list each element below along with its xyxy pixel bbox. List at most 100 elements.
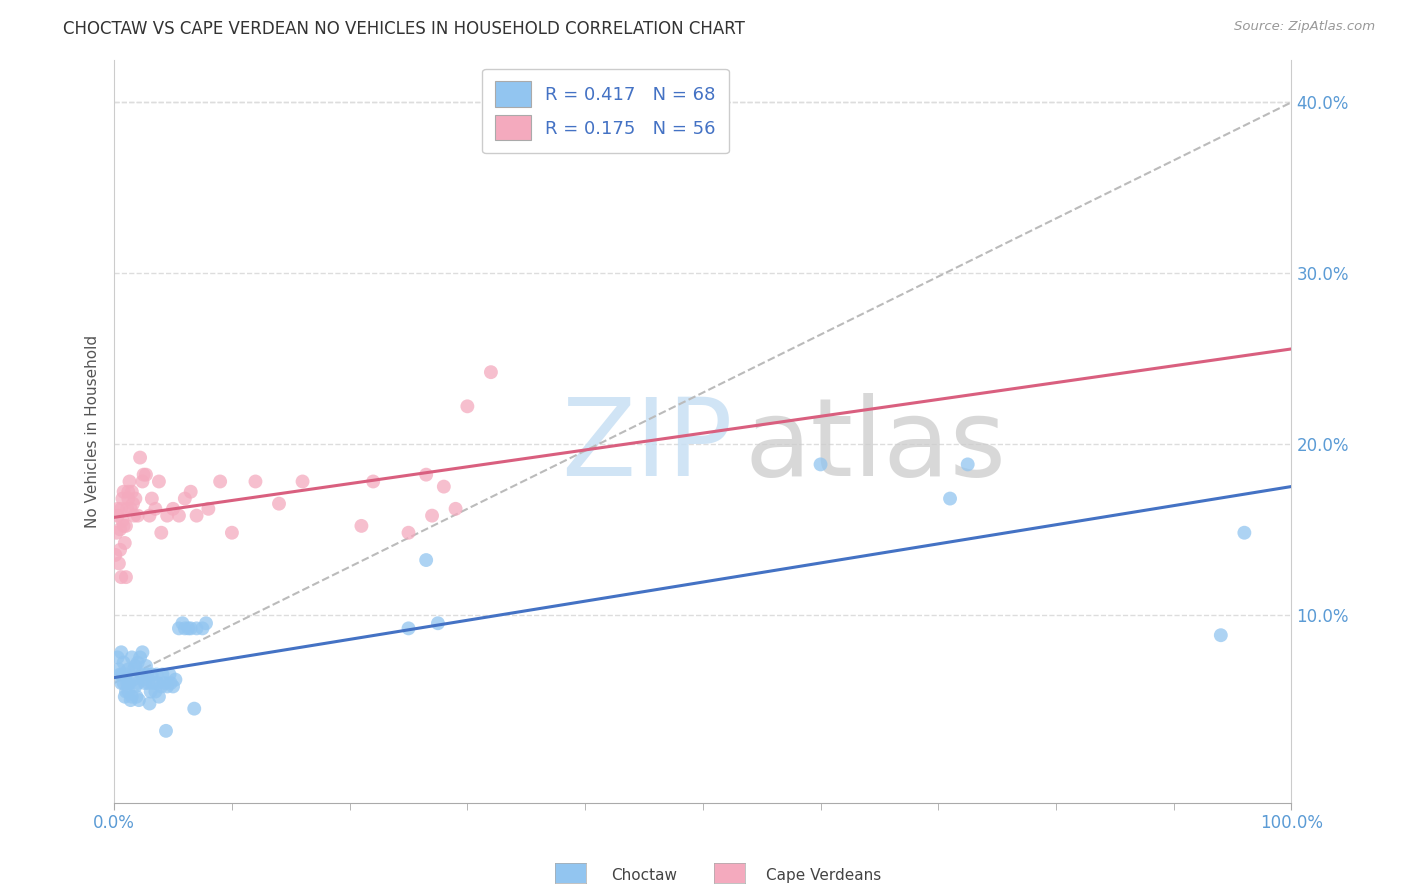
Point (162, 501, 184, 516)
Point (105, 525, 128, 540)
Point (939, 491, 962, 506)
Point (122, 508, 145, 523)
Point (136, 667, 159, 681)
Point (120, 693, 142, 707)
Point (141, 491, 163, 506)
Point (1209, 628, 1232, 642)
Point (420, 508, 443, 523)
Point (180, 484, 202, 499)
Point (107, 501, 129, 516)
Text: Source: ZipAtlas.com: Source: ZipAtlas.com (1234, 20, 1375, 33)
Point (114, 536, 136, 550)
Point (121, 690, 143, 704)
Point (127, 508, 149, 523)
Point (132, 673, 155, 687)
Point (173, 621, 195, 635)
Point (122, 497, 145, 511)
Point (444, 501, 467, 516)
Point (135, 659, 157, 673)
Point (134, 676, 156, 690)
Point (148, 690, 170, 704)
Text: atlas: atlas (744, 393, 1007, 499)
Point (183, 701, 205, 715)
Point (117, 662, 139, 676)
Point (165, 673, 187, 687)
Point (128, 693, 150, 707)
Point (138, 508, 160, 523)
Point (138, 697, 160, 711)
Point (122, 673, 145, 687)
Point (117, 684, 139, 698)
Point (108, 522, 131, 536)
Point (145, 501, 167, 516)
Point (810, 458, 832, 472)
Point (197, 501, 219, 516)
Point (110, 676, 132, 690)
Point (139, 684, 162, 698)
Point (150, 680, 173, 694)
Point (107, 508, 129, 523)
Point (115, 684, 138, 698)
Point (112, 656, 135, 670)
Point (107, 650, 129, 665)
Point (124, 680, 146, 694)
Point (150, 525, 173, 540)
Point (111, 514, 134, 528)
Point (162, 680, 184, 694)
Point (121, 484, 143, 499)
Point (117, 491, 139, 506)
Point (110, 645, 132, 659)
Point (115, 519, 138, 533)
Point (145, 684, 167, 698)
Point (108, 667, 131, 681)
Point (167, 508, 190, 523)
Point (114, 690, 136, 704)
Point (426, 616, 449, 631)
Point (108, 557, 131, 571)
Point (142, 676, 165, 690)
Point (132, 467, 155, 482)
Point (121, 650, 143, 665)
Text: CHOCTAW VS CAPE VERDEAN NO VEHICLES IN HOUSEHOLD CORRELATION CHART: CHOCTAW VS CAPE VERDEAN NO VEHICLES IN H… (63, 20, 745, 37)
Point (415, 467, 437, 482)
Point (173, 491, 195, 506)
Point (398, 525, 420, 540)
Point (115, 667, 138, 681)
Point (108, 662, 131, 676)
Point (104, 548, 127, 562)
Point (153, 676, 176, 690)
Point (159, 676, 181, 690)
Point (186, 508, 208, 523)
Point (122, 662, 145, 676)
Point (124, 491, 146, 506)
Point (111, 667, 134, 681)
Point (167, 621, 190, 635)
Point (209, 475, 232, 489)
Point (148, 475, 170, 489)
Point (131, 645, 153, 659)
Point (115, 676, 138, 690)
Point (267, 497, 290, 511)
Point (111, 491, 134, 506)
Text: ZIP: ZIP (561, 393, 733, 499)
Point (146, 676, 169, 690)
Point (117, 484, 139, 499)
Point (156, 680, 179, 694)
Point (191, 621, 214, 635)
Point (159, 667, 181, 681)
Point (956, 458, 979, 472)
Point (1233, 525, 1256, 540)
Point (112, 676, 135, 690)
Point (398, 621, 420, 635)
Point (361, 475, 384, 489)
Point (110, 570, 132, 584)
Point (141, 667, 163, 681)
Point (120, 501, 142, 516)
Point (415, 553, 437, 567)
Y-axis label: No Vehicles in Household: No Vehicles in Household (86, 334, 100, 528)
Point (112, 519, 135, 533)
Text: Choctaw: Choctaw (612, 869, 678, 883)
Point (172, 616, 194, 631)
Point (433, 480, 456, 494)
Point (131, 475, 153, 489)
